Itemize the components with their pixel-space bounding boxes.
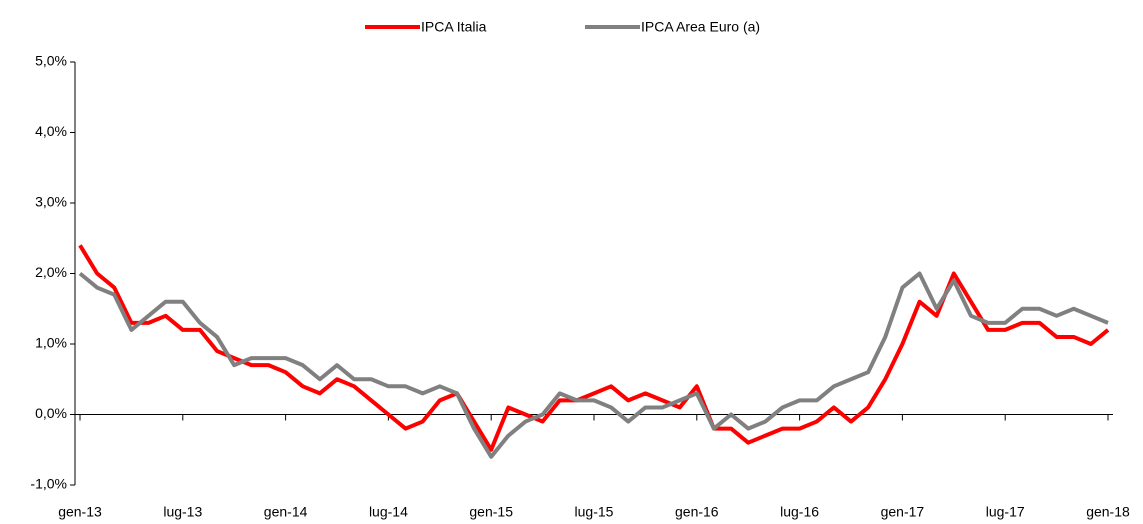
y-tick-label: 1,0% bbox=[35, 335, 67, 351]
x-tick-label: lug-17 bbox=[986, 504, 1025, 520]
legend-label: IPCA Italia bbox=[421, 19, 487, 35]
y-tick-label: -1,0% bbox=[30, 476, 67, 492]
y-tick-label: 0,0% bbox=[35, 405, 67, 421]
x-tick-label: lug-16 bbox=[780, 504, 819, 520]
x-tick-label: gen-13 bbox=[58, 504, 102, 520]
series-line bbox=[78, 271, 1109, 459]
x-tick-label: gen-15 bbox=[469, 504, 513, 520]
x-tick-label: lug-14 bbox=[369, 504, 408, 520]
x-tick-label: lug-15 bbox=[575, 504, 614, 520]
legend-label: IPCA Area Euro (a) bbox=[641, 19, 760, 35]
y-tick-label: 5,0% bbox=[35, 53, 67, 69]
x-tick-label: gen-14 bbox=[264, 504, 308, 520]
x-tick-label: lug-13 bbox=[163, 504, 202, 520]
x-tick-label: gen-16 bbox=[675, 504, 719, 520]
y-tick-label: 2,0% bbox=[35, 264, 67, 280]
x-tick-label: gen-18 bbox=[1086, 504, 1130, 520]
series-line bbox=[78, 244, 1110, 452]
x-tick-label: gen-17 bbox=[881, 504, 925, 520]
y-tick-label: 4,0% bbox=[35, 123, 67, 139]
y-tick-label: 3,0% bbox=[35, 194, 67, 210]
